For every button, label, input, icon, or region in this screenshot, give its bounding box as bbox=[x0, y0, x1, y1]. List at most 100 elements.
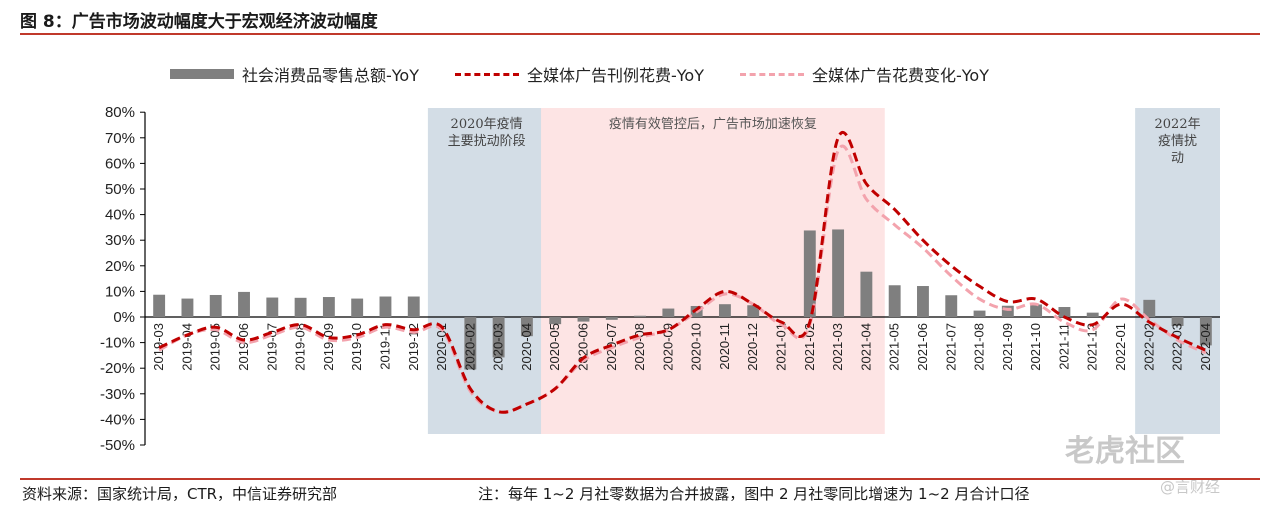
shaded-region-label-1: 2020年疫情 bbox=[451, 116, 523, 132]
x-tick-label: 2021-01 bbox=[774, 323, 789, 371]
y-tick-label: 60% bbox=[105, 155, 135, 172]
figure-title: 图 8：广告市场波动幅度大于宏观经济波动幅度 bbox=[20, 12, 378, 32]
bar-retail-2021-11 bbox=[1058, 307, 1071, 317]
bottom-rule bbox=[20, 478, 1260, 480]
x-tick-label: 2019-03 bbox=[151, 323, 166, 371]
x-tick-label: 2020-11 bbox=[717, 323, 732, 370]
watermark-handle: @言财经 bbox=[1160, 478, 1221, 496]
chart-legend: 社会消费品零售总额-YoY 全媒体广告刊例花费-YoY 全媒体广告花费变化-Yo… bbox=[170, 62, 1025, 86]
y-tick-label: -10% bbox=[100, 335, 135, 352]
bar-retail-2019-09 bbox=[322, 297, 335, 317]
y-tick-label: 20% bbox=[105, 258, 135, 275]
shaded-region-label-2: 疫情有效管控后，广告市场加速恢复 bbox=[609, 116, 817, 132]
legend-swatch-bar bbox=[170, 69, 234, 79]
x-tick-label: 2022-03 bbox=[1170, 323, 1185, 371]
x-tick-label: 2019-09 bbox=[321, 323, 336, 371]
bar-retail-2022-02 bbox=[1143, 299, 1156, 317]
y-tick-label: 70% bbox=[105, 130, 135, 147]
legend-label-ad-change: 全媒体广告花费变化-YoY bbox=[812, 66, 989, 85]
bar-retail-2019-07 bbox=[266, 297, 279, 317]
y-tick-label: -20% bbox=[100, 360, 135, 377]
bar-retail-2020-06 bbox=[577, 317, 590, 322]
x-tick-label: 2020-06 bbox=[575, 323, 590, 371]
x-tick-label: 2019-12 bbox=[406, 323, 421, 371]
y-tick-label: 40% bbox=[105, 207, 135, 224]
shaded-region-3 bbox=[1135, 108, 1220, 434]
bar-retail-2021-02 bbox=[803, 230, 816, 317]
x-tick-label: 2021-08 bbox=[972, 323, 987, 371]
y-tick-label: 80% bbox=[105, 104, 135, 121]
shaded-region-label-3: 疫情扰 bbox=[1158, 133, 1197, 149]
y-tick-label: -50% bbox=[100, 437, 135, 454]
bar-retail-2022-03 bbox=[1171, 317, 1184, 326]
x-tick-label: 2020-04 bbox=[519, 323, 534, 371]
legend-item-retail: 社会消费品零售总额-YoY bbox=[170, 62, 419, 86]
bar-retail-2020-04 bbox=[520, 317, 533, 337]
bar-retail-2019-03 bbox=[153, 294, 166, 317]
bar-retail-2022-04 bbox=[1199, 317, 1212, 346]
x-tick-label: 2021-07 bbox=[943, 323, 958, 371]
x-tick-label: 2022-02 bbox=[1141, 323, 1156, 371]
bar-retail-2021-12 bbox=[1086, 312, 1099, 317]
bar-retail-2019-06 bbox=[238, 291, 250, 317]
line-series-1 bbox=[158, 131, 1207, 414]
bar-retail-2019-12 bbox=[407, 296, 420, 317]
x-tick-label: 2019-11 bbox=[377, 323, 392, 370]
x-tick-label: 2019-08 bbox=[293, 323, 308, 371]
x-tick-label: 2020-01 bbox=[434, 323, 449, 371]
bar-retail-2019-05 bbox=[209, 294, 222, 317]
line-series-2 bbox=[158, 144, 1207, 414]
x-tick-label: 2020-03 bbox=[491, 323, 506, 371]
x-tick-label: 2022-01 bbox=[1113, 323, 1128, 371]
bar-retail-2021-06 bbox=[917, 286, 929, 317]
bar-retail-2020-09 bbox=[662, 308, 675, 317]
y-tick-label: 50% bbox=[105, 181, 135, 198]
legend-swatch-red-dash bbox=[455, 72, 519, 76]
watermark-logo: 老虎社区 bbox=[1065, 434, 1185, 469]
bar-retail-2021-05 bbox=[888, 285, 901, 317]
x-tick-label: 2021-03 bbox=[830, 323, 845, 371]
shaded-region-label-1: 主要扰动阶段 bbox=[448, 134, 526, 149]
x-tick-label: 2021-09 bbox=[1000, 323, 1015, 371]
x-tick-label: 2020-08 bbox=[632, 323, 647, 371]
bar-retail-2020-12 bbox=[747, 305, 760, 317]
bar-retail-2021-09 bbox=[1001, 305, 1014, 317]
bar-retail-2020-08 bbox=[634, 315, 647, 317]
x-tick-label: 2019-05 bbox=[208, 323, 223, 371]
x-tick-label: 2020-09 bbox=[660, 323, 675, 371]
x-tick-label: 2019-04 bbox=[179, 323, 194, 371]
x-tick-label: 2021-12 bbox=[1085, 323, 1100, 371]
bar-retail-2021-10 bbox=[1030, 304, 1043, 317]
bar-retail-2021-03 bbox=[832, 229, 845, 317]
x-tick-label: 2020-05 bbox=[547, 323, 562, 371]
bar-retail-2019-08 bbox=[294, 297, 307, 317]
x-tick-label: 2022-04 bbox=[1198, 323, 1213, 371]
bar-retail-2020-11 bbox=[718, 304, 731, 317]
x-tick-label: 2020-02 bbox=[462, 323, 477, 371]
legend-label-retail: 社会消费品零售总额-YoY bbox=[242, 66, 419, 85]
legend-label-ad-list: 全媒体广告刊例花费-YoY bbox=[527, 66, 704, 85]
bar-retail-2020-07 bbox=[605, 317, 618, 320]
legend-item-ad-change: 全媒体广告花费变化-YoY bbox=[740, 62, 989, 86]
bar-retail-2019-04 bbox=[181, 298, 194, 317]
x-tick-label: 2019-10 bbox=[349, 323, 364, 371]
bar-retail-2021-08 bbox=[973, 310, 986, 317]
x-tick-label: 2021-06 bbox=[915, 323, 930, 371]
x-tick-label: 2019-06 bbox=[236, 323, 251, 371]
x-tick-label: 2021-05 bbox=[887, 323, 902, 371]
shaded-region-label-3: 2022年 bbox=[1155, 117, 1201, 132]
x-tick-label: 2021-02 bbox=[802, 323, 817, 371]
y-tick-label: -40% bbox=[100, 411, 135, 428]
legend-swatch-pink-dash bbox=[740, 72, 804, 76]
x-tick-label: 2020-10 bbox=[689, 323, 704, 371]
x-tick-label: 2021-11 bbox=[1056, 323, 1071, 370]
y-tick-label: 0% bbox=[113, 309, 135, 326]
bar-retail-2020-02 bbox=[464, 317, 477, 370]
source-note: 资料来源：国家统计局，CTR，中信证券研究部 bbox=[22, 485, 338, 503]
y-tick-label: -30% bbox=[100, 386, 135, 403]
bar-retail-2020-05 bbox=[549, 317, 562, 325]
top-rule bbox=[20, 33, 1260, 35]
y-tick-label: 10% bbox=[105, 283, 135, 300]
bar-retail-2021-04 bbox=[860, 271, 873, 317]
